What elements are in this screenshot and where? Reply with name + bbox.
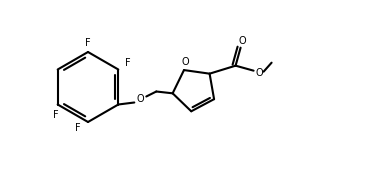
Text: O: O xyxy=(181,57,189,67)
Text: F: F xyxy=(85,38,91,48)
Text: O: O xyxy=(239,36,247,46)
Text: O: O xyxy=(136,94,144,104)
Text: F: F xyxy=(53,110,58,120)
Text: F: F xyxy=(75,123,81,133)
Text: F: F xyxy=(126,58,131,68)
Text: O: O xyxy=(256,68,263,78)
